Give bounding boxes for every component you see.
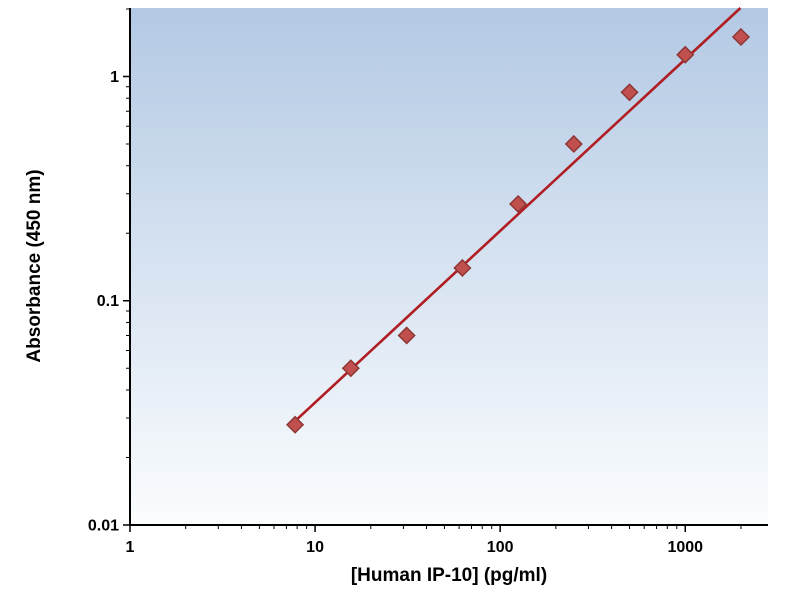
data-point: [676, 45, 695, 64]
x-tick-label: 100: [487, 539, 514, 556]
data-point: [509, 194, 528, 214]
data-point: [453, 258, 472, 278]
data-point: [397, 326, 416, 345]
data-point: [341, 359, 360, 378]
data-point: [564, 134, 583, 154]
x-tick-label: 1: [126, 539, 135, 556]
y-tick-label: 0.1: [97, 293, 119, 310]
x-tick-label: 10: [306, 539, 324, 556]
y-axis-title: Absorbance (450 nm): [24, 169, 45, 362]
data-point: [286, 415, 305, 434]
x-tick-label: 1000: [667, 539, 703, 556]
y-tick-label: 0.01: [88, 518, 119, 535]
data-point: [620, 83, 639, 102]
plot-layer: 1 10 100 1000 0.01 0.1 1: [88, 7, 768, 556]
x-axis-title: [Human IP-10] (pg/ml): [351, 565, 547, 586]
y-tick-label: 1: [110, 69, 119, 86]
plot-area: [130, 8, 768, 525]
data-point: [731, 27, 751, 47]
trendline: [294, 7, 742, 423]
